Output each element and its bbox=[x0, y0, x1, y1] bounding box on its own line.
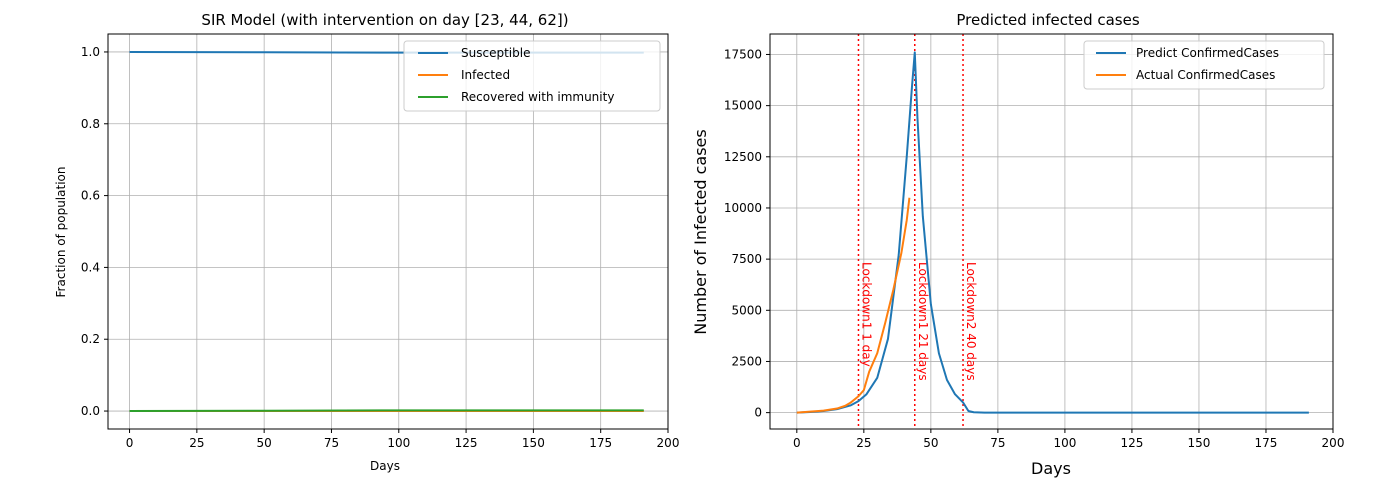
y-tick-label: 15000 bbox=[724, 99, 762, 113]
series-group bbox=[796, 51, 1309, 414]
y-tick-label: 0.8 bbox=[81, 117, 100, 131]
x-tick-label: 175 bbox=[589, 436, 612, 450]
x-tick-label: 0 bbox=[793, 436, 801, 450]
x-tick-label: 25 bbox=[856, 436, 871, 450]
legend-frame bbox=[403, 40, 661, 112]
x-tick-label: 150 bbox=[1187, 436, 1210, 450]
x-tick-label: 50 bbox=[257, 436, 272, 450]
y-tick-label: 7500 bbox=[731, 252, 762, 266]
x-tick-label: 50 bbox=[923, 436, 938, 450]
y-tick-label: 0.4 bbox=[81, 260, 100, 274]
y-tick-label: 17500 bbox=[724, 47, 762, 61]
y-tick-label: 0.0 bbox=[81, 404, 100, 418]
x-axis-label: Days bbox=[1031, 459, 1071, 478]
y-tick-label: 12500 bbox=[724, 150, 762, 164]
legend-label-infected: Infected bbox=[461, 68, 510, 82]
grid bbox=[770, 34, 1334, 429]
y-tick-label: 10000 bbox=[724, 201, 762, 215]
y-tick-label: 0 bbox=[754, 406, 762, 420]
series-line-2 bbox=[129, 409, 644, 413]
y-ticks: 0.0 0.2 0.4 0.6 0.8 1.0 bbox=[81, 45, 108, 418]
series-line-0 bbox=[796, 51, 1309, 414]
legend-label-recovered: Recovered with immunity bbox=[461, 90, 614, 104]
y-axis-label: Fraction of population bbox=[54, 167, 68, 298]
legend: Susceptible Infected Recovered with immu… bbox=[403, 40, 661, 112]
chart-title: SIR Model (with intervention on day [23,… bbox=[201, 11, 568, 29]
x-ticks: 0 25 50 75 100 125 150 175 200 bbox=[793, 429, 1344, 450]
plot-frame bbox=[107, 33, 669, 430]
sir-model-chart: SIR Model (with intervention on day [23,… bbox=[54, 11, 679, 473]
x-tick-label: 200 bbox=[1322, 436, 1345, 450]
x-tick-label: 125 bbox=[1120, 436, 1143, 450]
intervention-label-0: Lockdown1 1 day bbox=[859, 262, 873, 367]
y-tick-label: 5000 bbox=[731, 303, 762, 317]
series-line-1 bbox=[796, 197, 911, 414]
y-axis-label: Number of Infected cases bbox=[691, 129, 710, 334]
x-tick-label: 100 bbox=[1053, 436, 1076, 450]
x-tick-label: 125 bbox=[455, 436, 478, 450]
legend-frame bbox=[1083, 40, 1325, 90]
x-tick-label: 200 bbox=[657, 436, 680, 450]
x-tick-label: 75 bbox=[990, 436, 1005, 450]
y-tick-label: 0.6 bbox=[81, 189, 100, 203]
chart-title: Predicted infected cases bbox=[956, 11, 1139, 29]
legend-label-predict: Predict ConfirmedCases bbox=[1136, 46, 1279, 60]
x-tick-label: 25 bbox=[189, 436, 204, 450]
intervention-lines: Lockdown1 1 day Lockdown1 21 days Lockdown… bbox=[857, 34, 978, 429]
x-tick-label: 175 bbox=[1255, 436, 1278, 450]
y-tick-label: 2500 bbox=[731, 354, 762, 368]
plot-frame bbox=[769, 33, 1334, 430]
y-tick-label: 1.0 bbox=[81, 45, 100, 59]
x-axis-label: Days bbox=[370, 459, 400, 473]
x-tick-label: 150 bbox=[522, 436, 545, 450]
x-tick-label: 75 bbox=[324, 436, 339, 450]
y-tick-label: 0.2 bbox=[81, 332, 100, 346]
intervention-label-1: Lockdown1 21 days bbox=[916, 262, 930, 381]
x-ticks: 0 25 50 75 100 125 150 175 200 bbox=[126, 429, 680, 450]
x-tick-label: 0 bbox=[126, 436, 134, 450]
legend: Predict ConfirmedCases Actual ConfirmedC… bbox=[1083, 40, 1325, 90]
intervention-label-2: Lockdown2 40 days bbox=[964, 262, 978, 381]
legend-label-actual: Actual ConfirmedCases bbox=[1136, 68, 1275, 82]
predicted-infected-chart: Predicted infected cases Lockdown1 1 day… bbox=[691, 11, 1344, 478]
y-ticks: 0 2500 5000 7500 10000 12500 15000 17500 bbox=[724, 47, 770, 420]
x-tick-label: 100 bbox=[387, 436, 410, 450]
legend-label-susceptible: Susceptible bbox=[461, 46, 530, 60]
